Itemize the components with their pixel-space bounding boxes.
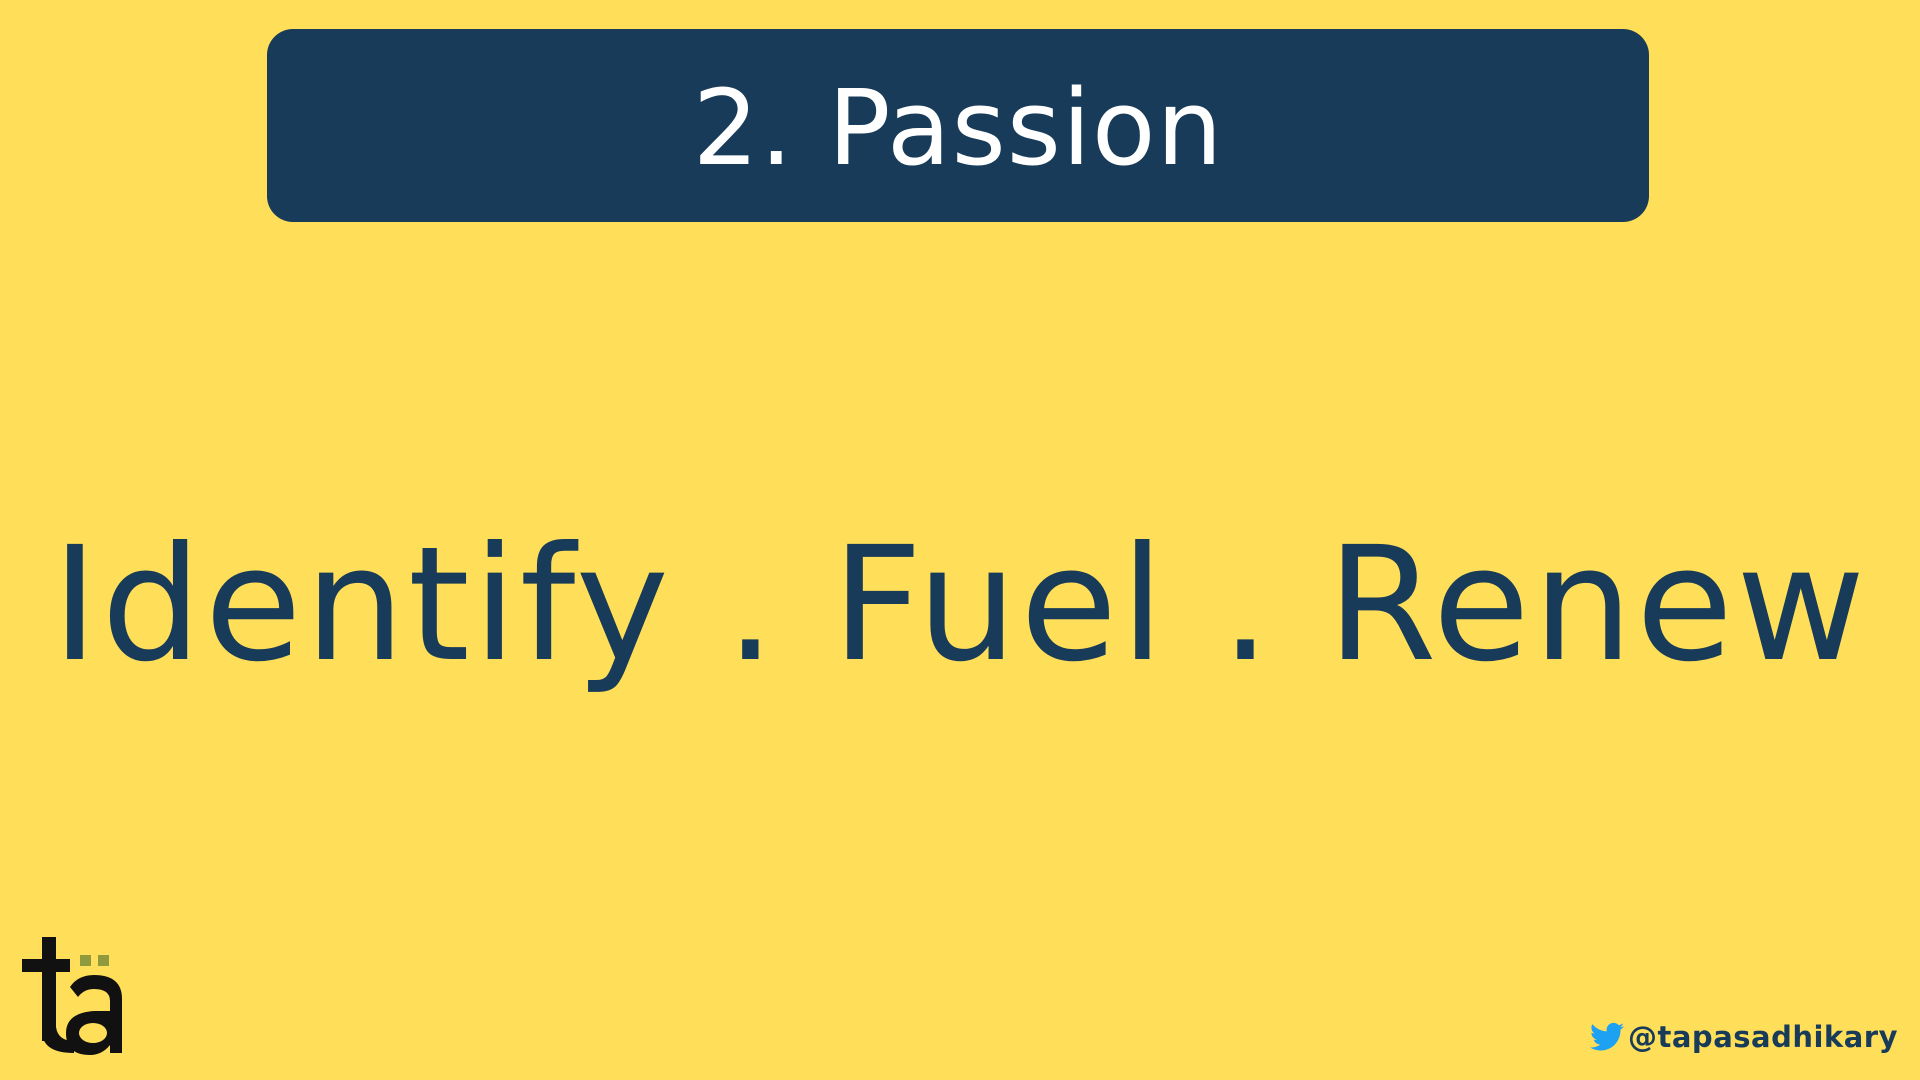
slide-tagline: Identify . Fuel . Renew	[51, 513, 1869, 697]
ta-logo-icon	[18, 935, 128, 1055]
twitter-handle: @tapasadhikary	[1628, 1020, 1898, 1054]
twitter-bird-icon	[1590, 1022, 1624, 1051]
twitter-credit: @tapasadhikary	[1590, 1017, 1898, 1057]
slide-title: 2. Passion	[692, 66, 1224, 189]
title-banner: 2. Passion	[267, 29, 1649, 222]
